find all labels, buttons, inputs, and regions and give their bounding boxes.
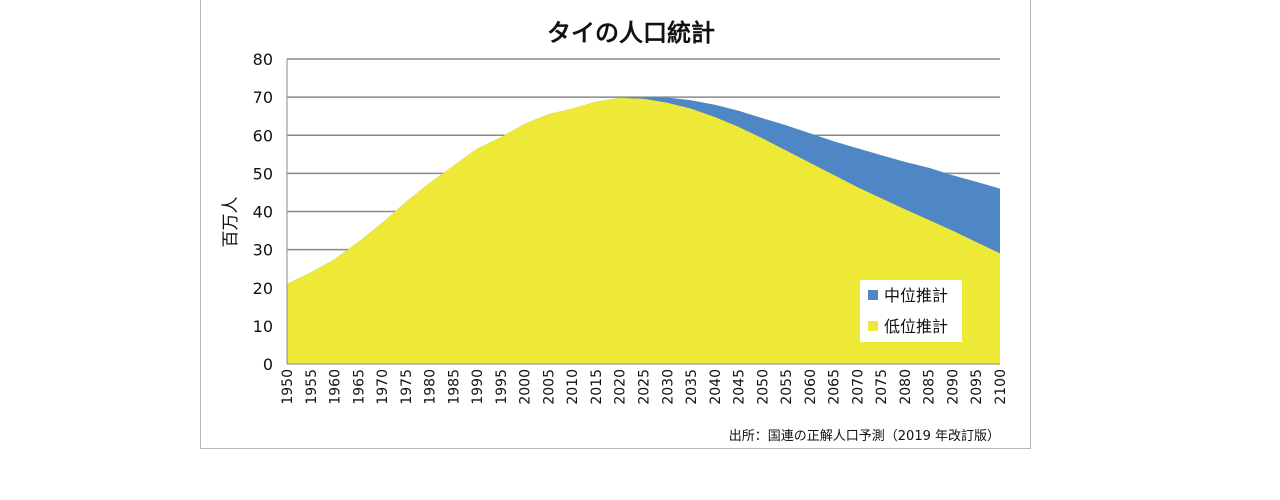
source-note: 出所：国連の正解人口予測（2019 年改訂版） [729, 428, 1000, 444]
x-tick-label: 1960 [328, 369, 344, 405]
legend-swatch-medium [868, 290, 878, 300]
x-tick-label: 2090 [945, 369, 961, 405]
x-tick-label: 2035 [684, 369, 700, 405]
x-tick-label: 2060 [803, 369, 819, 405]
x-tick-label: 2005 [541, 369, 557, 405]
x-tick-label: 1985 [446, 369, 462, 405]
y-tick-label: 0 [263, 355, 273, 374]
x-tick-label: 2010 [565, 369, 581, 405]
x-tick-label: 2070 [850, 369, 866, 405]
x-tick-label: 2000 [518, 369, 534, 405]
x-tick-label: 2100 [993, 369, 1009, 405]
x-tick-label: 1995 [494, 369, 510, 405]
x-tick-label: 2050 [755, 369, 771, 405]
y-tick-label: 80 [253, 50, 273, 69]
x-tick-label: 1950 [280, 369, 296, 405]
x-tick-label: 1970 [375, 369, 391, 405]
x-tick-label: 2095 [969, 369, 985, 405]
x-tick-label: 2030 [660, 369, 676, 405]
legend-label-low: 低位推計 [884, 317, 948, 336]
x-tick-label: 2085 [922, 369, 938, 405]
x-tick-label: 1975 [399, 369, 415, 405]
x-tick-label: 2075 [874, 369, 890, 405]
y-axis-label: 百万人 [221, 197, 241, 248]
y-tick-label: 70 [253, 88, 273, 107]
legend-label-medium: 中位推計 [884, 286, 948, 305]
y-tick-label: 10 [253, 317, 273, 336]
x-tick-label: 2065 [827, 369, 843, 405]
y-tick-label: 20 [253, 279, 273, 298]
x-tick-label: 2080 [898, 369, 914, 405]
x-tick-label: 2045 [732, 369, 748, 405]
area-series-low [287, 97, 1000, 365]
legend-swatch-low [868, 321, 878, 331]
y-tick-label: 50 [253, 164, 273, 183]
chart-title: タイの人口統計 [547, 19, 715, 47]
x-tick-label: 2040 [708, 369, 724, 405]
x-tick-label: 1955 [304, 369, 320, 405]
y-tick-label: 40 [253, 203, 273, 222]
x-tick-label: 2020 [613, 369, 629, 405]
y-tick-label: 60 [253, 126, 273, 145]
x-tick-label: 2055 [779, 369, 795, 405]
x-tick-label: 1980 [423, 369, 439, 405]
x-tick-label: 2025 [637, 369, 653, 405]
legend: 中位推計 低位推計 [860, 280, 962, 342]
x-tick-label: 2015 [589, 369, 605, 405]
x-tick-label: 1990 [470, 369, 486, 405]
chart-frame [200, 0, 1031, 449]
x-tick-label: 1965 [351, 369, 367, 405]
y-tick-label: 30 [253, 241, 273, 260]
